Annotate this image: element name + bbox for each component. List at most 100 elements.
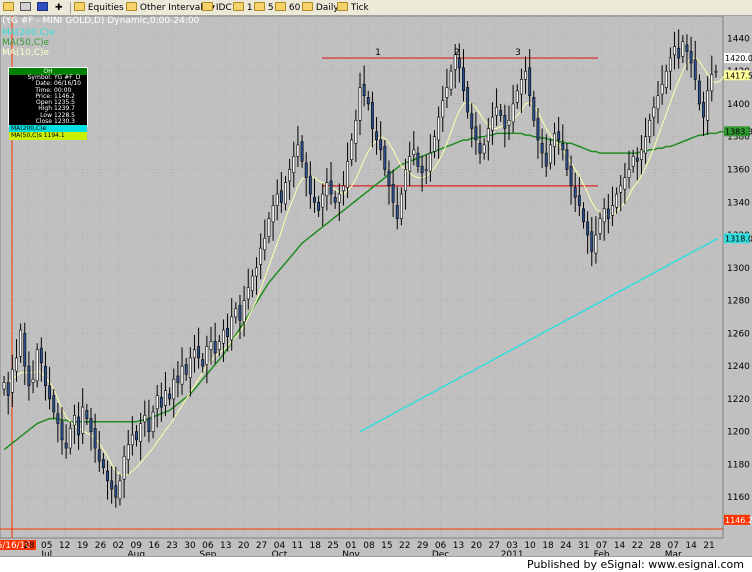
candle-body	[619, 185, 623, 193]
dw-val: YG #F_D	[54, 74, 81, 81]
candle-body	[395, 205, 399, 219]
x-month-label: 2011	[501, 550, 524, 556]
candle-body	[379, 139, 383, 151]
toolbar-tick[interactable]: Tick	[337, 1, 369, 15]
candle-body	[519, 79, 523, 95]
toolbar-1-label: 1	[246, 3, 253, 13]
candle-body	[188, 357, 192, 378]
x-tick-label: 12	[59, 541, 70, 551]
add-icon[interactable]: ✚	[55, 3, 63, 13]
x-tick-label: 06	[435, 541, 447, 551]
plot-area	[0, 16, 724, 539]
toolbar-equities-label: Equities	[87, 3, 124, 13]
candle-body	[159, 396, 163, 408]
chart[interactable]: 1160118012001220124012601280130013201340…	[0, 16, 752, 556]
footer: Published by eSignal: www.esignal.com	[0, 556, 752, 572]
candle-body	[85, 410, 89, 419]
price-tags: 1420.0 1417.5 1383.3 1318.0 1146.2	[724, 53, 752, 525]
candle-body	[590, 231, 594, 252]
candle-body	[540, 142, 544, 154]
candle-body	[151, 411, 155, 432]
dw-val: 1228.5	[54, 111, 75, 119]
candle-body	[176, 375, 180, 383]
toolbar-save-icon[interactable]	[37, 1, 48, 15]
price-tag-label: 1383.3	[725, 127, 752, 136]
toolbar-60[interactable]: 60	[275, 1, 300, 15]
toolbar-1[interactable]: 1	[233, 1, 253, 15]
candle-body	[114, 485, 118, 498]
candle-body	[606, 208, 610, 219]
x-tick-label: 30	[184, 541, 196, 551]
candle-body	[23, 333, 27, 367]
candle-body	[445, 87, 449, 98]
candle-body	[515, 90, 519, 103]
candle-body	[271, 205, 275, 223]
open-folder-icon[interactable]	[3, 1, 14, 15]
candle-body	[433, 136, 436, 152]
x-month-label: Feb	[594, 550, 610, 556]
candle-body	[255, 267, 258, 277]
toolbar-daily[interactable]: Daily	[302, 1, 339, 15]
folder-icon	[233, 2, 244, 11]
candle-body	[122, 455, 126, 480]
y-tick-label: 1260	[727, 329, 750, 339]
candle-body	[623, 177, 627, 190]
candle-body	[209, 341, 213, 351]
x-tick-label: 19	[77, 541, 89, 551]
x-tick-label: 15	[381, 541, 392, 551]
x-tick-label: 29	[417, 541, 429, 551]
candle-body	[97, 449, 101, 462]
x-tick-label: 21	[703, 541, 714, 551]
legend-ma50: MA(50,C)e	[2, 38, 50, 48]
candle-body	[474, 126, 478, 141]
dw-key: Time:	[35, 86, 52, 94]
candle-body	[2, 382, 6, 390]
candle-body	[259, 247, 263, 265]
dw-key: Open	[35, 99, 52, 107]
candle-body	[693, 59, 697, 80]
candles	[2, 29, 718, 508]
candle-body	[193, 349, 196, 359]
candle-body	[656, 95, 660, 110]
candle-body	[486, 128, 490, 142]
candle-body	[615, 193, 619, 208]
candle-body	[184, 364, 188, 375]
candle-body	[168, 393, 172, 400]
candle-body	[226, 328, 229, 337]
candle-body	[213, 341, 217, 354]
candle-body	[246, 287, 250, 300]
toolbar-equities[interactable]: Equities ▾	[74, 1, 131, 15]
x-tick-label: 22	[632, 541, 643, 551]
candle-body	[64, 442, 68, 449]
candle-body	[197, 346, 201, 359]
y-axis: 1160118012001220124012601280130013201340…	[727, 34, 750, 503]
candle-body	[68, 428, 72, 449]
candle-body	[561, 142, 565, 151]
candle-body	[424, 169, 428, 171]
y-tick-label: 1340	[727, 198, 750, 208]
toolbar-5[interactable]: 5	[254, 1, 274, 15]
candle-body	[201, 359, 205, 367]
candle-body	[673, 46, 676, 56]
x-tick-label: 06	[202, 541, 214, 551]
candle-body	[697, 80, 701, 105]
x-tick-label: 13	[220, 541, 231, 551]
candle-body	[31, 378, 35, 383]
candle-body	[358, 87, 362, 121]
candle-body	[126, 444, 130, 460]
x-tick-label: 11	[292, 541, 303, 551]
candle-body	[130, 434, 134, 446]
candle-body	[155, 395, 159, 410]
data-window: OH Symbol: YG #F_D Date: 06/16/10 Time: 00:…	[8, 67, 88, 141]
x-tick-label: 05	[41, 541, 52, 551]
folder-icon	[126, 2, 137, 11]
toolbar-idc[interactable]: IDC	[202, 1, 232, 15]
dw-val: 06/16/10	[54, 80, 81, 88]
candle-body	[627, 169, 631, 178]
folder-icon	[254, 2, 265, 11]
candle-body	[507, 120, 511, 126]
toolbar-print-icon[interactable]	[20, 1, 31, 15]
y-tick-label: 1360	[727, 165, 750, 175]
candle-body	[437, 116, 441, 141]
annotation-label: 3	[515, 48, 521, 58]
